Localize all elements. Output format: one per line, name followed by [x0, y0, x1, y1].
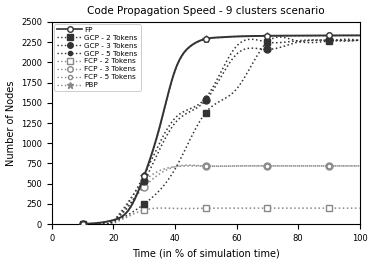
Title: Code Propagation Speed - 9 clusters scenario: Code Propagation Speed - 9 clusters scen…: [87, 6, 325, 16]
Legend: FP, GCP - 2 Tokens, GCP - 3 Tokens, GCP - 5 Tokens, FCP - 2 Tokens, FCP - 3 Toke: FP, GCP - 2 Tokens, GCP - 3 Tokens, GCP …: [54, 24, 141, 91]
X-axis label: Time (in % of simulation time): Time (in % of simulation time): [132, 248, 280, 258]
Y-axis label: Number of Nodes: Number of Nodes: [6, 80, 16, 166]
